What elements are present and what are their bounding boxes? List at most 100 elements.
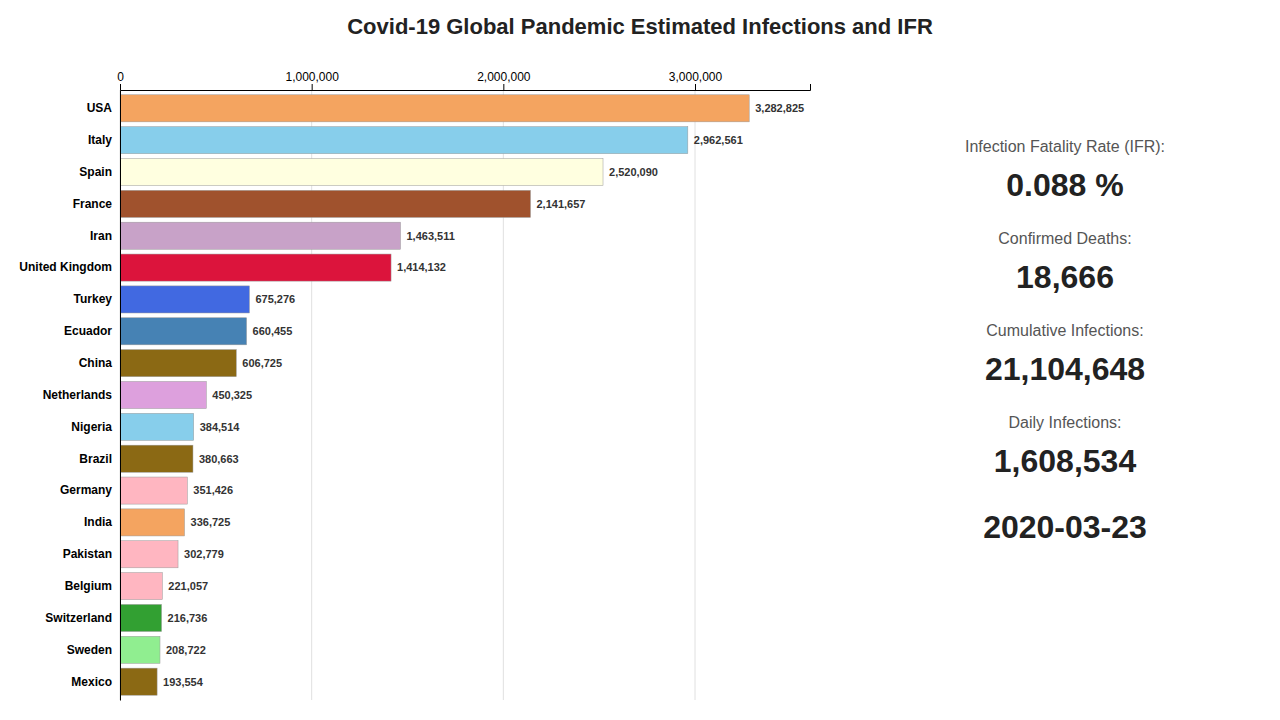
data-label: 351,426 (193, 484, 233, 496)
tick: Netherlands (43, 388, 120, 402)
data-label: 216,736 (168, 612, 208, 624)
axis-line (120, 91, 121, 701)
tick: Turkey (74, 292, 120, 306)
data-label: 1,414,132 (397, 261, 446, 273)
tick: Iran (90, 229, 120, 243)
grid (120, 90, 695, 700)
tick: Switzerland (45, 611, 120, 625)
stat-value: 2020-03-23 (983, 509, 1147, 545)
bar (120, 668, 157, 695)
tick: Ecuador (64, 324, 120, 338)
tick-label: Sweden (67, 643, 112, 657)
tick-label: USA (87, 101, 113, 115)
bar (120, 413, 194, 440)
data-label: 1,463,511 (407, 230, 455, 242)
data-label: 660,455 (253, 325, 293, 337)
tick-label: 1,000,000 (285, 70, 339, 84)
tick: France (73, 197, 120, 211)
plot: 0 1,000,000 2,000,000 3,000,000 USA Italy Spai… (19, 70, 810, 701)
bar (120, 158, 603, 185)
tick: 2,000,000 (477, 70, 531, 90)
tick-mark (120, 84, 121, 90)
data-label: 208,722 (166, 644, 206, 656)
tick: USA (87, 101, 120, 115)
tick: Germany (60, 483, 120, 497)
bar (120, 445, 193, 472)
tick-label: Iran (90, 229, 112, 243)
bar (120, 636, 160, 663)
tick-label: United Kingdom (19, 260, 112, 274)
grid-line (120, 90, 121, 700)
value-axis: 0 1,000,000 2,000,000 3,000,000 (117, 70, 810, 91)
bars (120, 95, 749, 695)
data-labels: 3,282,825 2,962,561 2,520,090 2,141,657 1,46… (163, 102, 804, 687)
bar (120, 318, 247, 345)
tick-mark (312, 84, 313, 90)
data-label: 302,779 (184, 548, 224, 560)
tick-mark (503, 84, 504, 90)
stats-panel: Infection Fatality Rate (IFR):0.088 %Con… (965, 138, 1165, 545)
data-label: 193,554 (163, 676, 204, 688)
bar (120, 190, 530, 217)
tick-label: Pakistan (63, 547, 112, 561)
tick: 1,000,000 (285, 70, 339, 90)
bar (120, 350, 236, 377)
stat-value: 18,666 (1016, 259, 1114, 295)
axis-line (121, 84, 811, 91)
data-label: 221,057 (168, 580, 208, 592)
stat-value: 1,608,534 (994, 443, 1137, 479)
tick: Mexico (71, 675, 120, 689)
tick: Sweden (67, 643, 120, 657)
data-label: 2,520,090 (609, 166, 658, 178)
stat-value: 21,104,648 (985, 351, 1145, 387)
data-label: 606,725 (242, 357, 282, 369)
title: Covid-19 Global Pandemic Estimated Infec… (347, 14, 933, 39)
bar (120, 509, 185, 536)
stat-label: Cumulative Infections: (986, 322, 1143, 339)
tick-label: Belgium (65, 579, 112, 593)
tick-label: Brazil (79, 452, 112, 466)
stat-label: Infection Fatality Rate (IFR): (965, 138, 1165, 155)
tick: Italy (88, 133, 120, 147)
tick: China (79, 356, 120, 370)
data-label: 675,276 (255, 293, 295, 305)
tick: Spain (79, 165, 120, 179)
bar (120, 381, 206, 408)
data-label: 3,282,825 (755, 102, 804, 114)
stat-label: Daily Infections: (1009, 414, 1122, 431)
bar (120, 604, 162, 631)
data-label: 2,962,561 (694, 134, 743, 146)
bar (120, 127, 688, 154)
tick-label: Switzerland (45, 611, 112, 625)
tick: Pakistan (63, 547, 120, 561)
tick-label: 0 (117, 70, 124, 84)
bar (120, 222, 401, 249)
tick: 3,000,000 (669, 70, 723, 90)
data-label: 384,514 (200, 421, 241, 433)
tick-label: Ecuador (64, 324, 112, 338)
tick: Brazil (79, 452, 120, 466)
tick: 0 (117, 70, 124, 90)
tick-label: Nigeria (71, 420, 112, 434)
tick-label: Germany (60, 483, 112, 497)
chart: Covid-19 Global Pandemic Estimated Infec… (0, 0, 1280, 720)
tick-label: Spain (79, 165, 112, 179)
tick-label: Netherlands (43, 388, 113, 402)
tick-mark (695, 84, 696, 90)
grid-line (695, 90, 696, 700)
tick-label: 2,000,000 (477, 70, 531, 84)
tick-label: Turkey (74, 292, 113, 306)
bar (120, 573, 162, 600)
data-label: 336,725 (191, 516, 231, 528)
tick: Nigeria (71, 420, 120, 434)
bar (120, 286, 249, 313)
tick-label: France (73, 197, 113, 211)
tick-label: China (79, 356, 113, 370)
tick-label: India (84, 515, 112, 529)
stat-label: Confirmed Deaths: (998, 230, 1131, 247)
category-axis: USA Italy Spain France Iran United Kingdom Tur… (19, 91, 120, 701)
tick: United Kingdom (19, 260, 120, 274)
tick: India (84, 515, 120, 529)
data-label: 380,663 (199, 453, 239, 465)
data-label: 2,141,657 (536, 198, 585, 210)
